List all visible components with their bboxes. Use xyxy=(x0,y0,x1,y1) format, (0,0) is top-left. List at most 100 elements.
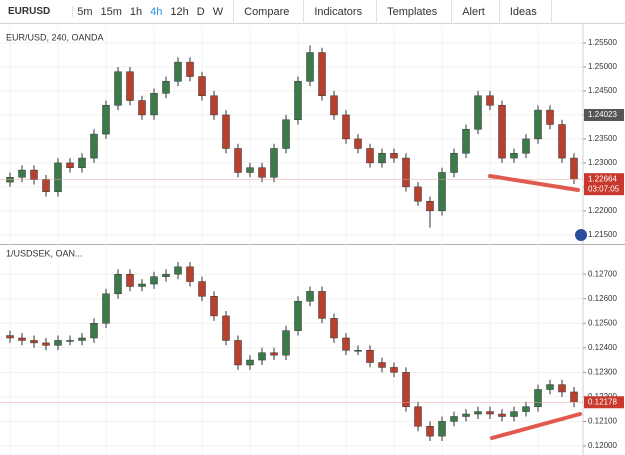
candle-body xyxy=(42,342,50,346)
candle-body xyxy=(174,266,182,275)
y-tick-label: 0.12100 xyxy=(588,417,617,426)
interval-button[interactable]: D xyxy=(196,5,205,18)
candle-body xyxy=(522,138,530,154)
candle-body xyxy=(354,350,362,352)
interval-button[interactable]: 12h xyxy=(170,5,189,18)
candle-body xyxy=(246,167,254,173)
last-price-box xyxy=(584,173,624,196)
trend-line xyxy=(490,412,582,440)
candle-body xyxy=(126,71,134,101)
candle-body xyxy=(450,153,458,173)
candle-body xyxy=(498,413,506,417)
candle-body xyxy=(378,362,386,368)
candle-body xyxy=(570,157,578,180)
candle-body xyxy=(522,406,530,412)
charts: 1.255001.250001.245001.240001.235001.230… xyxy=(0,24,625,455)
candle-body xyxy=(258,352,266,361)
candle-body xyxy=(570,391,578,403)
candle-body xyxy=(546,384,554,390)
candle-body xyxy=(558,384,566,393)
candle-body xyxy=(78,157,86,168)
candle-body xyxy=(306,52,314,82)
candle-body xyxy=(366,350,374,363)
candle-body xyxy=(18,337,26,341)
candle-body xyxy=(150,276,158,285)
candle-body xyxy=(90,323,98,339)
candle-body xyxy=(534,109,542,140)
candle-body xyxy=(198,281,206,297)
scale-button xyxy=(575,229,587,241)
toolbar-button[interactable]: Indicators xyxy=(314,5,363,18)
toolbar-button[interactable]: Templates xyxy=(387,5,438,18)
candle-body xyxy=(78,337,86,341)
toolbar-button[interactable]: Alert xyxy=(462,5,485,18)
candle-body xyxy=(114,273,122,295)
interval-button[interactable]: W xyxy=(212,5,224,18)
toolbar: EURUSD 5m 15m 1h 4h 12h D W Compare Indicators Tem… xyxy=(0,0,625,24)
candle-body xyxy=(558,124,566,159)
symbol[interactable]: EURUSD xyxy=(0,6,74,17)
candle-body xyxy=(390,367,398,373)
separator xyxy=(451,0,453,24)
candle-body xyxy=(354,138,362,149)
candle-body xyxy=(138,100,146,116)
y-tick-label: 0.12300 xyxy=(588,367,617,376)
candle-body xyxy=(390,153,398,159)
candle-body xyxy=(438,172,446,212)
candle-body xyxy=(234,340,242,366)
interval-button[interactable]: 4h xyxy=(150,5,163,18)
candle-body xyxy=(234,148,242,173)
candle-body xyxy=(294,300,302,331)
candle-body xyxy=(258,167,266,178)
y-tick-label: 1.25500 xyxy=(588,38,617,47)
interval-button[interactable]: 5m xyxy=(77,5,93,18)
y-tick-label: 1.21500 xyxy=(588,230,617,239)
candle-body xyxy=(474,95,482,130)
candle-body xyxy=(282,119,290,149)
separator xyxy=(233,0,235,24)
toolbar-button[interactable]: Compare xyxy=(244,5,290,18)
candle-body xyxy=(438,421,446,437)
countdown-label: 03:07:05 xyxy=(588,184,620,193)
candle-body xyxy=(198,76,206,96)
y-tick-label: 1.23500 xyxy=(588,134,617,143)
separator xyxy=(303,0,305,24)
candle-body xyxy=(342,114,350,140)
candle-body xyxy=(318,52,326,96)
candle-body xyxy=(474,411,482,415)
candle-body xyxy=(210,95,218,116)
interval-button[interactable]: 1h xyxy=(129,5,143,18)
interval-button[interactable]: 15m xyxy=(100,5,122,18)
y-tick-label: 1.22000 xyxy=(588,206,617,215)
candle-body xyxy=(270,352,278,356)
crosshair-box xyxy=(584,109,624,121)
candle-body xyxy=(186,61,194,77)
candle-body xyxy=(330,95,338,116)
last-price-label: 1.22664 xyxy=(588,174,617,183)
candle-body xyxy=(378,153,386,164)
chart-legend: 1/USDSEK, OAN... xyxy=(6,248,83,258)
candle-body xyxy=(42,179,50,192)
candle-body xyxy=(222,315,230,341)
candle-body xyxy=(462,129,470,154)
toolbar-button[interactable]: Ideas xyxy=(509,5,537,18)
y-tick-label: 0.12500 xyxy=(588,318,617,327)
candle-body xyxy=(222,114,230,149)
candle-body xyxy=(210,296,218,317)
candle-body xyxy=(342,337,350,351)
trend-line xyxy=(488,174,580,192)
candle-body xyxy=(270,148,278,178)
candle-body xyxy=(330,318,338,339)
candle-body xyxy=(534,389,542,407)
candle-body xyxy=(126,273,134,287)
candle-body xyxy=(402,372,410,407)
candle-body xyxy=(114,71,122,106)
last-price-box xyxy=(584,396,624,409)
candle-body xyxy=(54,340,62,346)
candle-body xyxy=(138,283,146,287)
candle-body xyxy=(318,291,326,319)
candle-body xyxy=(66,162,74,168)
candle-body xyxy=(414,406,422,427)
y-tick-label: 0.12400 xyxy=(588,343,617,352)
candle-body xyxy=(414,186,422,202)
